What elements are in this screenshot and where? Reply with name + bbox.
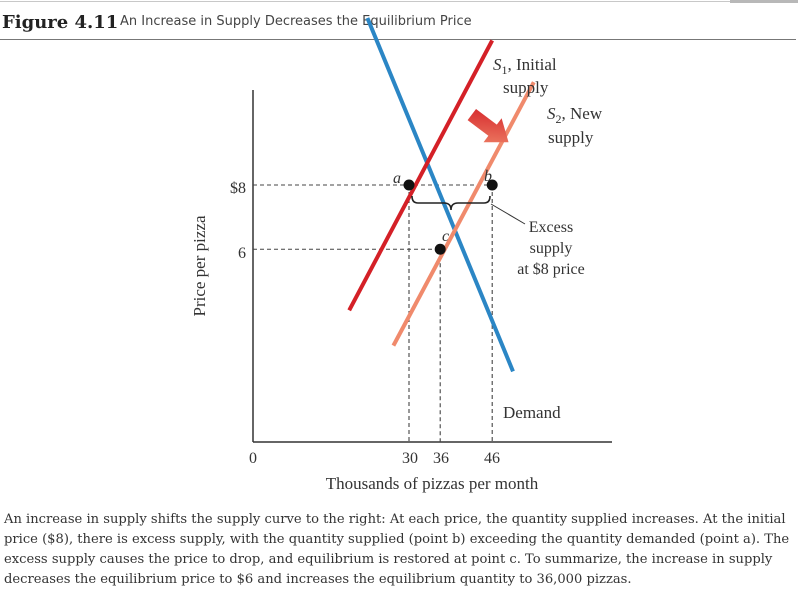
series-label-s2-line2: supply xyxy=(548,128,594,147)
point-b xyxy=(486,179,498,191)
excess-supply-brace xyxy=(411,195,491,211)
point-c xyxy=(434,243,446,255)
curve-demand xyxy=(365,17,515,373)
curve-s1 xyxy=(347,39,494,312)
point-label-a: a xyxy=(393,170,401,187)
point-label-b: b xyxy=(484,168,492,185)
point-label-c: c xyxy=(442,228,449,245)
excess-supply-line2: supply xyxy=(530,240,573,257)
curve-s2 xyxy=(391,81,536,347)
x-tick-label-36: 36 xyxy=(433,450,449,467)
y-tick-label-6: 6 xyxy=(238,245,246,262)
point-a xyxy=(403,179,415,191)
header-rule xyxy=(0,39,796,40)
s2-label-sub: 2 xyxy=(556,112,562,126)
figure-caption: An increase in supply shifts the supply … xyxy=(4,512,790,587)
excess-supply-pointer xyxy=(490,203,526,225)
top-border xyxy=(0,1,798,2)
s2-label-main: S xyxy=(547,104,556,123)
s1-label-sub: 1 xyxy=(502,63,508,77)
x-axis-label: Thousands of pizzas per month xyxy=(326,474,539,493)
y-tick-label-8: $8 xyxy=(230,180,246,197)
series-label-s1-line2: supply xyxy=(503,78,549,97)
s1-label-main: S xyxy=(493,55,502,74)
y-axis-label: Price per pizza xyxy=(190,215,209,316)
s1-label-rest: , Initial xyxy=(508,55,557,74)
shift-arrow xyxy=(467,108,509,143)
series-label-s1: S1, Initial xyxy=(493,55,557,77)
figure-number: Figure 4.11 xyxy=(2,12,119,33)
x-tick-label-46: 46 xyxy=(484,450,500,467)
figure-header: Figure 4.11 An Increase in Supply Decrea… xyxy=(0,9,798,35)
x-tick-label-0: 0 xyxy=(249,450,257,467)
curves xyxy=(347,17,536,373)
supply-shift-chart: Price per pizza Thousands of pizzas per … xyxy=(190,17,612,493)
x-tick-label-30: 30 xyxy=(402,450,418,467)
series-label-s2: S2, New xyxy=(547,104,603,126)
equilibrium-points xyxy=(403,179,498,255)
series-label-demand: Demand xyxy=(503,403,561,422)
s2-label-rest: , New xyxy=(562,104,603,123)
excess-supply-line1: Excess xyxy=(529,219,573,236)
excess-supply-line3: at $8 price xyxy=(517,261,585,278)
figure-title: An Increase in Supply Decreases the Equi… xyxy=(120,14,472,29)
top-border-accent xyxy=(730,0,798,3)
